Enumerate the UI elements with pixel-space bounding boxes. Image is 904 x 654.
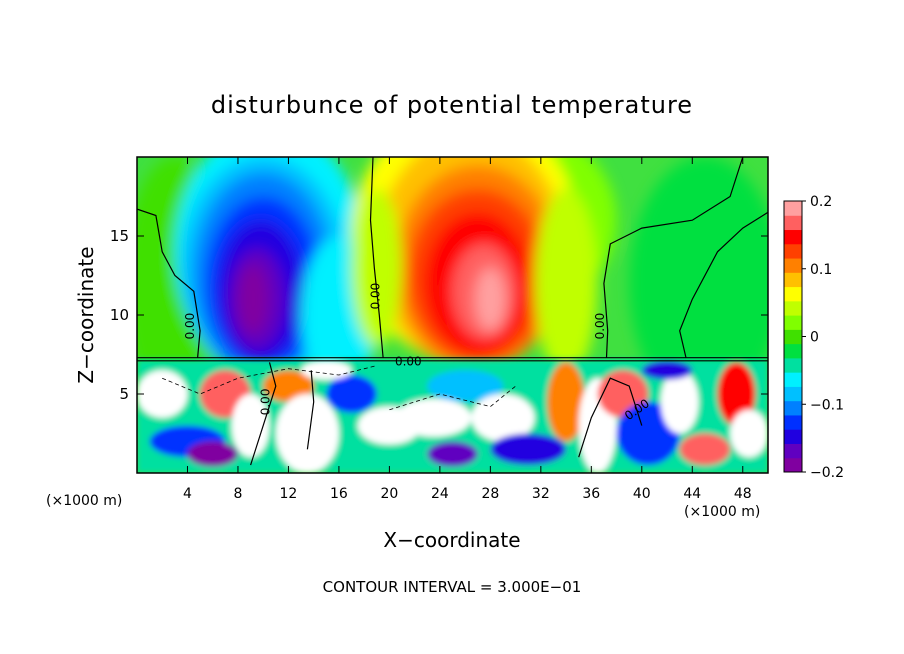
lower-blob: [137, 370, 188, 418]
colorbar-label: −0.1: [810, 397, 844, 413]
field-blob: [351, 188, 403, 347]
x-tick-label: 28: [481, 486, 499, 502]
lower-blob: [641, 360, 693, 380]
colorbar-swatch: [784, 429, 802, 444]
x-unit-right: (×1000 m): [684, 504, 760, 520]
contour-line: [162, 365, 377, 395]
contour-line: [578, 377, 643, 458]
lower-blob: [326, 375, 377, 413]
colorbar-swatch: [784, 414, 802, 430]
lower-blob: [395, 398, 472, 437]
contour-label: 0.00: [368, 283, 382, 310]
contour-label: 0.00: [395, 355, 422, 369]
contour-line: [250, 362, 277, 466]
lower-blob: [275, 394, 339, 473]
plot-area: 0.000.000.000.000.00 0.00: [137, 157, 768, 473]
chart-title: disturbunce of potential temperature: [211, 91, 693, 119]
y-tick-label: 10: [110, 306, 129, 324]
contour-label: 0.00: [183, 313, 197, 340]
x-axis: 4 8 12 16 20 24 28 32 36 40 44 48: [183, 157, 752, 502]
lower-blob: [263, 370, 314, 402]
contour-line: [137, 208, 201, 358]
y-tick-label: 5: [119, 385, 129, 403]
x-tick-label: 40: [633, 486, 651, 502]
colorbar-swatch: [784, 300, 802, 316]
colorbar-swatch: [784, 386, 802, 402]
field-blob: [629, 157, 768, 410]
y-tick-label: 15: [110, 227, 129, 245]
contour-line: [603, 157, 744, 358]
lower-blob: [717, 362, 756, 426]
colorbar-swatch: [784, 343, 802, 359]
colorbar-swatch: [784, 243, 802, 259]
x-tick-label: 32: [532, 486, 550, 502]
colorbar-swatch: [784, 443, 802, 459]
x-tick-label: 8: [233, 486, 242, 502]
colorbar-swatch: [784, 258, 802, 273]
lower-blob: [730, 409, 768, 458]
colorbar-label: −0.2: [810, 465, 844, 481]
x-unit-left: (×1000 m): [46, 493, 122, 509]
colorbar-label: 0.2: [810, 194, 832, 210]
colorbar-swatch: [784, 229, 802, 245]
lower-blob: [427, 370, 503, 402]
contour-label: 0.00: [259, 389, 273, 416]
colorbar-swatch: [784, 201, 802, 216]
colorbar-label: 0: [810, 330, 819, 346]
colorbar-swatch: [784, 357, 802, 373]
colorbar-swatch: [784, 457, 802, 473]
lower-blob: [427, 441, 478, 467]
x-axis-label: X−coordinate: [383, 528, 520, 552]
lower-blob: [187, 441, 238, 467]
contour-interval-note: CONTOUR INTERVAL = 3.000E−01: [323, 578, 582, 596]
lower-blob: [301, 360, 352, 380]
contour-line: [389, 385, 516, 411]
lower-blob: [679, 433, 731, 466]
x-tick-label: 20: [380, 486, 398, 502]
lower-blob: [547, 362, 586, 442]
x-tick-label: 24: [431, 486, 449, 502]
x-tick-label: 48: [734, 486, 752, 502]
colorbar-swatch: [784, 286, 802, 302]
contour-label: 0.00: [593, 313, 607, 340]
colorbar-swatch: [784, 315, 802, 330]
contour-line: [679, 211, 768, 358]
x-tick-label: 36: [582, 486, 600, 502]
contour-line: [306, 370, 315, 450]
colorbar: 0.2 0.1 0 −0.1 −0.2: [783, 194, 844, 481]
colorbar-swatch: [784, 372, 802, 387]
colorbar-swatch: [784, 215, 802, 231]
colorbar-swatch: [784, 329, 802, 345]
lower-blob: [660, 370, 699, 434]
field-blob: [237, 264, 269, 334]
lower-blob: [231, 394, 270, 458]
lower-blob: [490, 433, 567, 466]
field-blob: [534, 188, 598, 379]
colorbar-swatch: [784, 272, 802, 288]
field-blob: [475, 267, 506, 331]
colorbar-label: 0.1: [810, 262, 832, 278]
x-tick-label: 16: [330, 486, 348, 502]
x-tick-label: 4: [183, 486, 192, 502]
x-tick-label: 12: [280, 486, 298, 502]
y-axis: 5 10 15: [110, 227, 768, 403]
x-tick-label: 44: [683, 486, 701, 502]
contour-line: [369, 157, 384, 358]
colorbar-swatch: [784, 400, 802, 416]
y-axis-label: Z−coordinate: [74, 246, 98, 383]
